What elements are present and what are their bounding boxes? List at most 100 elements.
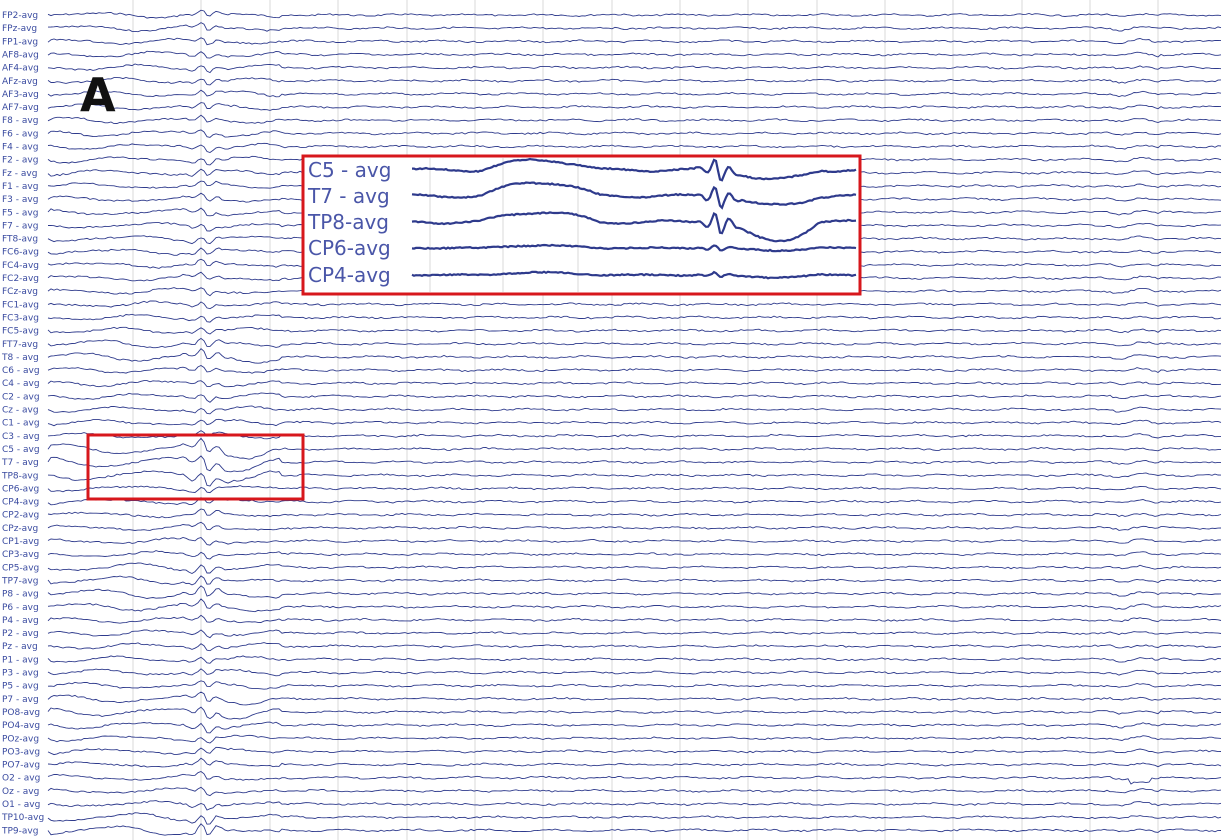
channel-label: PO3-avg — [2, 747, 40, 757]
channel-label: P4 - avg — [2, 616, 39, 626]
channel-label: FC5-avg — [2, 327, 39, 337]
inset-trace-CP6-avg — [411, 243, 857, 253]
inset-channel-label: T7 - avg — [307, 184, 390, 208]
channel-label: AFz-avg — [2, 77, 38, 87]
channel-label: C6 - avg — [2, 366, 40, 376]
channel-label: F1 - avg — [2, 182, 38, 192]
inset-channel-label: TP8-avg — [307, 210, 389, 234]
trace-C4-avg — [47, 380, 1222, 388]
channel-label: FCz-avg — [2, 287, 38, 297]
channel-label: P5 - avg — [2, 682, 39, 692]
channel-label: TP7-avg — [1, 576, 38, 586]
channel-label: F3 - avg — [2, 195, 38, 205]
trace-FC5-avg — [47, 326, 1222, 335]
channel-label: O2 - avg — [2, 774, 40, 784]
trace-P5-avg — [47, 680, 1222, 690]
trace-CPz-avg — [47, 521, 1222, 531]
channel-label: P7 - avg — [2, 695, 39, 705]
channel-label: Fz - avg — [2, 169, 37, 179]
channel-label: TP9-avg — [1, 826, 38, 836]
trace-TP9-avg — [47, 823, 1222, 836]
channel-label: AF4-avg — [2, 64, 39, 74]
inset-traces — [411, 157, 857, 280]
trace-CP3-avg — [47, 550, 1222, 560]
trace-F8-avg — [47, 114, 1222, 125]
trace-AF4-avg — [47, 63, 1222, 74]
trace-AFz-avg — [47, 77, 1222, 86]
trace-P2-avg — [47, 629, 1222, 639]
trace-C1-avg — [47, 418, 1222, 427]
inset-gridlines — [429, 158, 579, 292]
trace-TP10-avg — [47, 812, 1222, 825]
channel-label: FT8-avg — [2, 235, 38, 245]
channel-label: F7 - avg — [2, 221, 38, 231]
trace-FPz-avg — [47, 22, 1222, 33]
trace-PO4-avg — [47, 721, 1222, 734]
channel-label: CP5-avg — [2, 563, 39, 573]
channel-label: CP3-avg — [2, 550, 39, 560]
trace-P4-avg — [47, 614, 1222, 624]
trace-AF8-avg — [47, 50, 1222, 59]
trace-F6-avg — [47, 129, 1222, 138]
channel-label: FP1-avg — [2, 37, 38, 47]
channel-label: C3 - avg — [2, 432, 40, 442]
inset-border — [301, 154, 862, 296]
inset-channel-label: CP4-avg — [308, 263, 391, 287]
channel-label: T8 - avg — [1, 353, 39, 363]
channel-label: FC4-avg — [2, 261, 39, 271]
channel-label: PO7-avg — [2, 761, 40, 771]
channel-label: P2 - avg — [2, 629, 39, 639]
trace-AF3-avg — [47, 89, 1222, 98]
channel-label: FC1-avg — [2, 300, 39, 310]
channel-label: P3 - avg — [2, 669, 39, 679]
channel-label: C4 - avg — [2, 379, 40, 389]
channel-label: POz-avg — [2, 734, 39, 744]
channel-label: F8 - avg — [2, 116, 38, 126]
channel-label: C2 - avg — [2, 392, 40, 402]
trace-C2-avg — [47, 392, 1222, 403]
channel-traces — [47, 9, 1222, 836]
channel-label: PO4-avg — [2, 721, 40, 731]
channel-label: FC2-avg — [2, 274, 39, 284]
channel-label: Pz - avg — [2, 642, 38, 652]
channel-label: FC6-avg — [2, 248, 39, 258]
trace-CP5-avg — [47, 562, 1222, 575]
trace-AF7-avg — [47, 102, 1222, 111]
inset-trace-C5-avg — [412, 157, 857, 182]
channel-label: C5 - avg — [2, 445, 40, 455]
channel-label: T7 - avg — [1, 458, 39, 468]
channel-label: AF8-avg — [2, 50, 39, 60]
inset-trace-T7-avg — [411, 181, 857, 210]
channel-label: CP6-avg — [2, 484, 39, 494]
channel-label: FT7-avg — [2, 340, 38, 350]
time-gridlines — [132, 0, 1159, 840]
trace-FC1-avg — [47, 300, 1222, 310]
trace-O2-avg — [47, 770, 1222, 785]
trace-CP4-avg — [47, 497, 1222, 506]
trace-P1-avg — [47, 655, 1222, 664]
trace-CP6-avg — [47, 485, 1222, 494]
channel-label: C1 - avg — [2, 419, 40, 429]
trace-P7-avg — [47, 691, 1222, 706]
channel-label: P8 - avg — [2, 590, 39, 600]
channel-label: Cz - avg — [2, 406, 39, 416]
channel-label: P6 - avg — [2, 603, 39, 613]
channel-label: TP10-avg — [1, 813, 44, 823]
inset-trace-TP8-avg — [411, 211, 857, 243]
channel-label: F4 - avg — [2, 143, 38, 153]
trace-PO3-avg — [47, 746, 1222, 756]
trace-F4-avg — [47, 142, 1222, 153]
trace-T8-avg — [47, 347, 1222, 364]
trace-O1-avg — [47, 800, 1222, 811]
trace-Oz-avg — [47, 786, 1222, 797]
channel-label: AF3-avg — [2, 90, 39, 100]
panel-label: A — [80, 68, 116, 122]
trace-TP8-avg — [47, 470, 1222, 487]
highlight-box — [86, 433, 305, 501]
trace-FP2-avg — [47, 9, 1222, 19]
channel-label: CP4-avg — [2, 498, 39, 508]
channel-label: F5 - avg — [2, 208, 38, 218]
inset-trace-CP4-avg — [411, 270, 857, 280]
